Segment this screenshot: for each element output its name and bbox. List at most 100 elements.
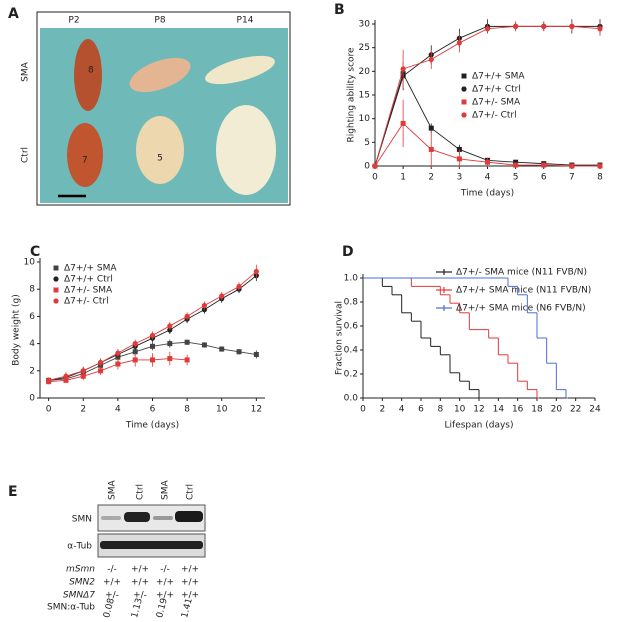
- marker: [149, 332, 156, 339]
- genotype-value: +/+: [156, 591, 174, 601]
- y-tick-label: 0: [29, 394, 35, 404]
- y-tick-label: 0.8: [344, 298, 359, 308]
- x-tick-label: 18: [531, 405, 543, 415]
- y-tick-label: 15: [359, 91, 370, 101]
- y-axis-label: Body weight (g): [12, 294, 22, 366]
- x-tick-label: 0: [360, 405, 366, 415]
- x-tick-label: 0: [372, 173, 378, 183]
- genotype-value: -/-: [107, 565, 117, 575]
- genotype-value: +/+: [181, 565, 199, 575]
- y-tick-label: 0: [364, 162, 370, 172]
- marker: [253, 268, 259, 275]
- marker: [236, 349, 242, 355]
- series-line: [374, 25, 600, 167]
- x-tick-label: 12: [473, 405, 484, 415]
- x-tick-label: 6: [418, 405, 424, 415]
- y-tick-label: 0.0: [344, 394, 359, 404]
- marker: [132, 341, 138, 347]
- marker: [400, 120, 406, 126]
- genotype-value: +/-: [105, 591, 119, 601]
- x-tick-label: 3: [457, 173, 463, 183]
- row-label: SMA: [21, 61, 31, 81]
- x-axis-label: Time (days): [460, 189, 514, 199]
- pup: [136, 116, 184, 184]
- marker: [184, 339, 190, 345]
- pup: [205, 55, 275, 85]
- marker: [63, 373, 69, 379]
- band: [124, 512, 150, 522]
- x-tick-label: 12: [251, 405, 262, 415]
- x-tick-label: 2: [379, 405, 385, 415]
- panel-label: A: [8, 6, 19, 22]
- x-tick-label: 4: [485, 173, 491, 183]
- marker: [428, 56, 434, 63]
- legend-label: Δ7+/+ Ctrl: [472, 85, 521, 95]
- marker: [428, 125, 434, 131]
- lane-label: Ctrl: [136, 484, 146, 500]
- column-label: P14: [237, 16, 254, 26]
- lane-label: Ctrl: [186, 484, 196, 500]
- pup: [74, 39, 102, 111]
- legend-label: Δ7+/+ SMA: [472, 72, 525, 82]
- marker: [513, 23, 519, 29]
- band: [101, 516, 121, 520]
- genotype-value: +/+: [131, 578, 149, 588]
- y-tick-label: 20: [359, 67, 371, 77]
- x-tick-label: 4: [115, 405, 121, 415]
- x-tick-label: 14: [493, 405, 505, 415]
- marker: [219, 293, 225, 299]
- row-label: Ctrl: [21, 147, 31, 163]
- legend-label: Δ7+/- Ctrl: [472, 111, 517, 121]
- x-tick-label: 16: [512, 405, 524, 415]
- panel-label: B: [334, 2, 345, 18]
- legend-label: Δ7+/+ SMA: [64, 264, 117, 274]
- band: [100, 541, 203, 549]
- genotype-value: +/+: [181, 578, 199, 588]
- marker: [541, 23, 547, 29]
- marker: [132, 357, 138, 363]
- marker: [513, 159, 519, 165]
- legend-label: Δ7+/- SMA: [472, 98, 521, 108]
- x-tick-label: 1: [400, 173, 406, 183]
- y-tick-label: 8: [29, 285, 35, 295]
- western-blot: SMN α-Tub: [67, 504, 206, 558]
- x-tick-label: 7: [569, 173, 575, 183]
- ratio-label: SMN:α-Tub: [47, 603, 95, 613]
- genotype-value: +/+: [131, 565, 149, 575]
- band-label: α-Tub: [67, 542, 92, 552]
- legend-marker: [461, 99, 467, 105]
- pup-number: 5: [157, 154, 163, 164]
- column-label: P8: [154, 16, 165, 26]
- band: [153, 516, 173, 520]
- marker: [167, 323, 173, 329]
- column-label: P2: [68, 16, 79, 26]
- y-tick-label: 4: [29, 339, 35, 349]
- genotype-label: SMN2: [69, 578, 95, 588]
- marker: [569, 23, 575, 29]
- x-tick-label: 8: [184, 405, 190, 415]
- legend-label: Δ7+/+ SMA mice (N6 FVB/N): [456, 304, 586, 314]
- marker: [132, 349, 138, 355]
- x-tick-label: 10: [216, 405, 228, 415]
- x-tick-label: 24: [589, 405, 601, 415]
- band-label: SMN: [72, 515, 92, 525]
- y-tick-label: 5: [364, 138, 370, 148]
- marker: [184, 357, 190, 363]
- x-tick-label: 2: [80, 405, 86, 415]
- x-tick-label: 6: [541, 173, 547, 183]
- marker: [201, 302, 208, 309]
- y-tick-label: 10: [359, 114, 371, 124]
- x-tick-label: 10: [454, 405, 466, 415]
- marker: [513, 162, 519, 168]
- legend-label: Δ7+/- SMA: [64, 286, 113, 296]
- genotype-value: -/-: [160, 565, 170, 575]
- marker: [184, 313, 190, 319]
- marker: [46, 377, 52, 383]
- y-axis-label: Righting ability score: [347, 47, 357, 143]
- panel-label: E: [8, 484, 18, 500]
- legend-marker: [461, 86, 467, 92]
- x-tick-label: 8: [437, 405, 443, 415]
- legend-label: Δ7+/- SMA mice (N11 FVB/N): [456, 268, 587, 278]
- band: [175, 511, 203, 522]
